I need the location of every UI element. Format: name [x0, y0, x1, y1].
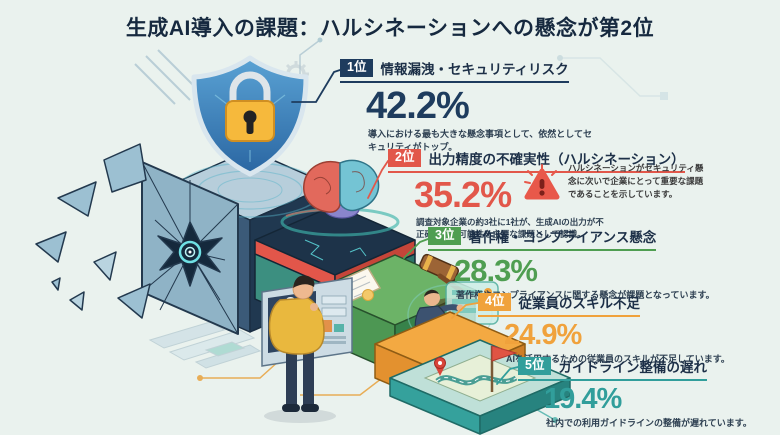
- rank-description: 社内での利用ガイドラインの整備が遅れています。: [546, 418, 752, 428]
- rank-label: 出力精度の不確実性（ハルシネーション）: [428, 152, 685, 167]
- brain-icon: [280, 159, 400, 237]
- ranking-header: 4位 従業員のスキル不足: [478, 292, 640, 317]
- question-mark-icon: ?: [285, 294, 296, 314]
- radar-rings-decor: [177, 162, 323, 218]
- rank-value: 19.4%: [544, 383, 622, 415]
- rank-description: 調査対象企業の約3社に1社が、生成AIの出力が不正確である可能性を主要な課題とし…: [416, 217, 604, 240]
- rank-description: 導入における最も大きな懸念事項として、依然としてセキュリティがトップ。: [368, 129, 593, 153]
- rank-label: 従業員のスキル不足: [518, 296, 640, 311]
- hallucination-callout: ハルシネーションがセキュリティ懸念に次いで企業にとって重要な課題であることを示し…: [522, 162, 710, 202]
- rank-badge: 1位: [340, 58, 374, 78]
- ranking-header: 3位 著作権・コンプライアンス懸念: [428, 226, 657, 251]
- rank-value: 24.9%: [504, 319, 582, 351]
- rank-badge: 3位: [428, 226, 462, 246]
- ui-cards-decor: [148, 321, 262, 369]
- ranking-entry-3: 3位 著作権・コンプライアンス懸念 28.3% 著作権やコンプライアンスに関する…: [428, 226, 715, 302]
- rank-label: 著作権・コンプライアンス懸念: [468, 230, 657, 245]
- warning-triangle-icon: [524, 164, 560, 200]
- scroll-icon: [328, 267, 382, 306]
- ranking-header: 2位 出力精度の不確実性（ハルシネーション）: [388, 148, 685, 173]
- rank-badge: 4位: [478, 292, 512, 312]
- shattered-glass-icon: [35, 143, 239, 335]
- rank-value: 42.2%: [366, 85, 470, 127]
- ranking-entry-1: 1位 情報漏洩・セキュリティリスク 42.2% 導入における最も大きな懸念事項と…: [340, 58, 598, 154]
- path-trails-decor: [197, 359, 558, 423]
- rank-value: 35.2%: [414, 174, 512, 215]
- thinking-person: [264, 275, 336, 423]
- rank-description: 著作権やコンプライアンスに関する懸念が課題となっています。: [456, 290, 715, 300]
- ranking-entry-5: 5位 ガイドライン整備の遅れ 19.4% 社内での利用ガイドラインの整備が遅れて…: [518, 356, 752, 430]
- gear-icon: [283, 61, 309, 87]
- ranking-header: 1位 情報漏洩・セキュリティリスク: [340, 58, 569, 83]
- security-cube: [169, 149, 331, 333]
- callout-text: ハルシネーションがセキュリティ懸念に次いで企業にとって重要な課題であることを示し…: [568, 163, 704, 199]
- rank-label: 情報漏洩・セキュリティリスク: [380, 62, 569, 77]
- rank-description: AIを活用するための従業員のスキルが不足しています。: [506, 354, 730, 364]
- rank-badge: 5位: [518, 356, 552, 376]
- ranking-header: 5位 ガイドライン整備の遅れ: [518, 356, 707, 381]
- rank-value: 28.3%: [454, 253, 538, 288]
- dashboard-screen: ?: [261, 277, 353, 367]
- location-pin-icon: [434, 357, 446, 376]
- shield-lock-icon: [191, 55, 309, 177]
- ranking-entry-4: 4位 従業員のスキル不足 24.9% AIを活用するための従業員のスキルが不足し…: [478, 292, 730, 366]
- page-title: 生成AI導入の課題：ハルシネーションへの懸念が第2位: [125, 17, 655, 40]
- rank-badge: 2位: [388, 148, 422, 168]
- rank-label: ガイドライン整備の遅れ: [558, 360, 707, 375]
- ranking-entry-2: 2位 出力精度の不確実性（ハルシネーション） 35.2% 調査対象企業の約3社に…: [388, 148, 685, 241]
